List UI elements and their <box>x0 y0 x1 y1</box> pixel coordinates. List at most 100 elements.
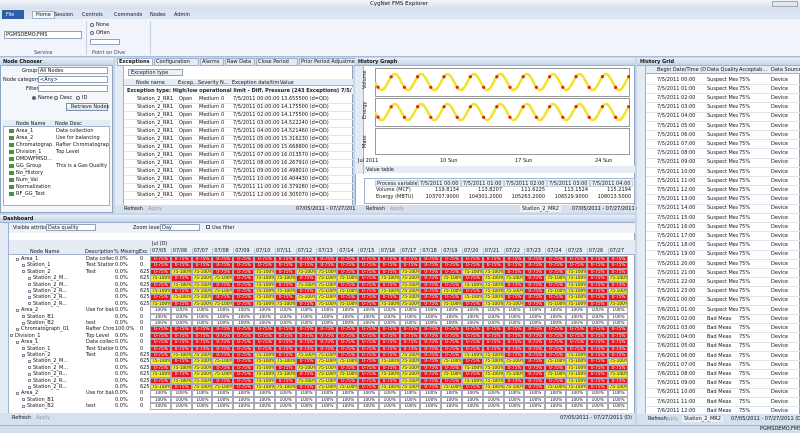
input[interactable] <box>38 85 108 92</box>
tab[interactable] <box>117 58 153 66</box>
date-header: 07/24 <box>545 248 566 255</box>
row-line <box>646 350 800 352</box>
radio-label: Desc <box>60 95 73 101</box>
status-cell: 100% <box>566 403 587 410</box>
tab-label[interactable]: Exceptions <box>119 59 150 65</box>
status-cell: 0-75% <box>586 268 608 276</box>
status-cell: 0-75% <box>254 256 275 263</box>
row-line <box>646 314 800 315</box>
footer-button[interactable]: Apply <box>36 415 51 421</box>
status-cell: 100% <box>482 307 504 314</box>
ribbon-tab[interactable]: Commands <box>114 12 143 18</box>
column-header: Excep... <box>178 80 198 86</box>
status-cell: 0-75% <box>524 256 546 263</box>
status-cell: 75-100% <box>254 358 275 365</box>
tree-toggle <box>28 385 31 389</box>
combo[interactable] <box>46 224 96 231</box>
status-cell: 100% <box>566 307 587 314</box>
radio[interactable] <box>90 23 94 27</box>
status-cell: 75-100% <box>316 294 338 301</box>
marker <box>429 115 433 119</box>
ribbon-tab[interactable]: Home <box>32 11 55 19</box>
tab-label[interactable]: Close Period <box>258 59 289 65</box>
status-cell: 75-100% <box>482 377 504 384</box>
tree-toggle <box>16 391 19 395</box>
tab[interactable] <box>200 58 224 66</box>
tab[interactable] <box>154 58 199 66</box>
values-cell: 119.8134 <box>435 187 459 193</box>
status-cell: 100% <box>441 307 462 314</box>
status-cell: 0-75% <box>233 281 254 288</box>
status-cell: 75-100% <box>316 358 338 365</box>
combo[interactable] <box>160 224 200 231</box>
service-combo[interactable] <box>4 31 82 39</box>
tab[interactable] <box>256 58 298 66</box>
status-cell: 0-75% <box>545 262 566 269</box>
file-tab[interactable] <box>2 10 24 19</box>
row-line <box>124 174 353 175</box>
grid-cell: 7/5/2011 07:00 <box>657 140 696 147</box>
radio[interactable] <box>54 96 58 100</box>
radio[interactable] <box>32 96 36 100</box>
row-icon <box>9 164 14 168</box>
row-line <box>646 268 800 269</box>
ribbon-tab[interactable]: Nodes <box>150 12 166 18</box>
combo-value: Day <box>162 225 172 231</box>
ribbon-tab[interactable]: Controls <box>82 12 103 18</box>
x-label: Jul 2011 <box>358 158 379 164</box>
combo[interactable] <box>38 76 108 83</box>
footer-button[interactable]: Apply <box>664 416 679 422</box>
tab-label[interactable]: Configuration <box>156 59 190 65</box>
missing: 0.0% <box>115 307 128 314</box>
marker <box>442 75 446 79</box>
tab-label[interactable]: Raw Data <box>227 59 252 65</box>
ribbon-tab[interactable]: File <box>6 12 15 18</box>
radio[interactable] <box>76 96 80 100</box>
button-label[interactable]: Retrieve Nodes <box>71 104 110 110</box>
exception-cell: 7/5/2011 10:00:00 <box>233 176 280 182</box>
status-cell: 0-75% <box>212 326 234 333</box>
footer-button[interactable]: Refresh <box>366 206 385 212</box>
exception-cell: 0 <box>221 128 225 134</box>
ribbon-tab[interactable]: Session <box>54 12 74 18</box>
footer-button[interactable]: Apply <box>390 206 405 212</box>
radio[interactable] <box>90 31 94 35</box>
status-cell: 0-75% <box>378 326 400 333</box>
status-cell: 0-75% <box>441 281 462 288</box>
grid-cell: 7/6/2011 00:00 <box>657 297 696 304</box>
status-cell: 0-75% <box>233 364 254 372</box>
option-box[interactable] <box>90 39 120 45</box>
status-cell: 0-75% <box>378 352 400 359</box>
footer-button[interactable]: Apply <box>148 206 163 212</box>
footer-button[interactable]: Refresh <box>12 415 31 421</box>
status-cell: 75-100% <box>378 300 400 308</box>
status-cell: 75-100% <box>337 300 358 308</box>
status-cell: 0-75% <box>254 332 275 340</box>
status-cell: 0-75% <box>233 332 254 340</box>
date-header: 07/13 <box>316 248 337 255</box>
checkbox[interactable] <box>206 225 210 229</box>
tab-label[interactable]: Alarms <box>202 59 220 65</box>
status-cell: 75-100% <box>566 371 587 378</box>
tree-toggle <box>22 321 25 325</box>
ribbon-body <box>0 19 800 57</box>
exception-cell: Medium <box>199 104 219 110</box>
combo[interactable] <box>38 67 108 74</box>
footer-button[interactable]: Refresh <box>124 206 143 212</box>
tab[interactable] <box>225 58 255 66</box>
status-cell: 0-75% <box>524 364 546 372</box>
curve <box>375 72 630 92</box>
values-column: 7/5/2011 04:00 <box>590 180 633 187</box>
marker <box>455 85 459 89</box>
node-name: DMDWFMSD... <box>16 156 52 162</box>
status-cell: 0-75% <box>358 377 379 384</box>
ribbon-tab[interactable]: Admin <box>174 12 190 18</box>
date-header: 07/23 <box>524 248 545 255</box>
status-cell: 100% <box>233 320 254 327</box>
status-cell: 75-100% <box>462 281 483 288</box>
footer-button[interactable]: Refresh <box>648 416 667 422</box>
status-cell: 0-75% <box>358 256 379 263</box>
button[interactable] <box>66 103 108 111</box>
tab-label[interactable]: Prior Period Adjustment <box>301 59 360 65</box>
node-desc: test <box>86 403 96 410</box>
